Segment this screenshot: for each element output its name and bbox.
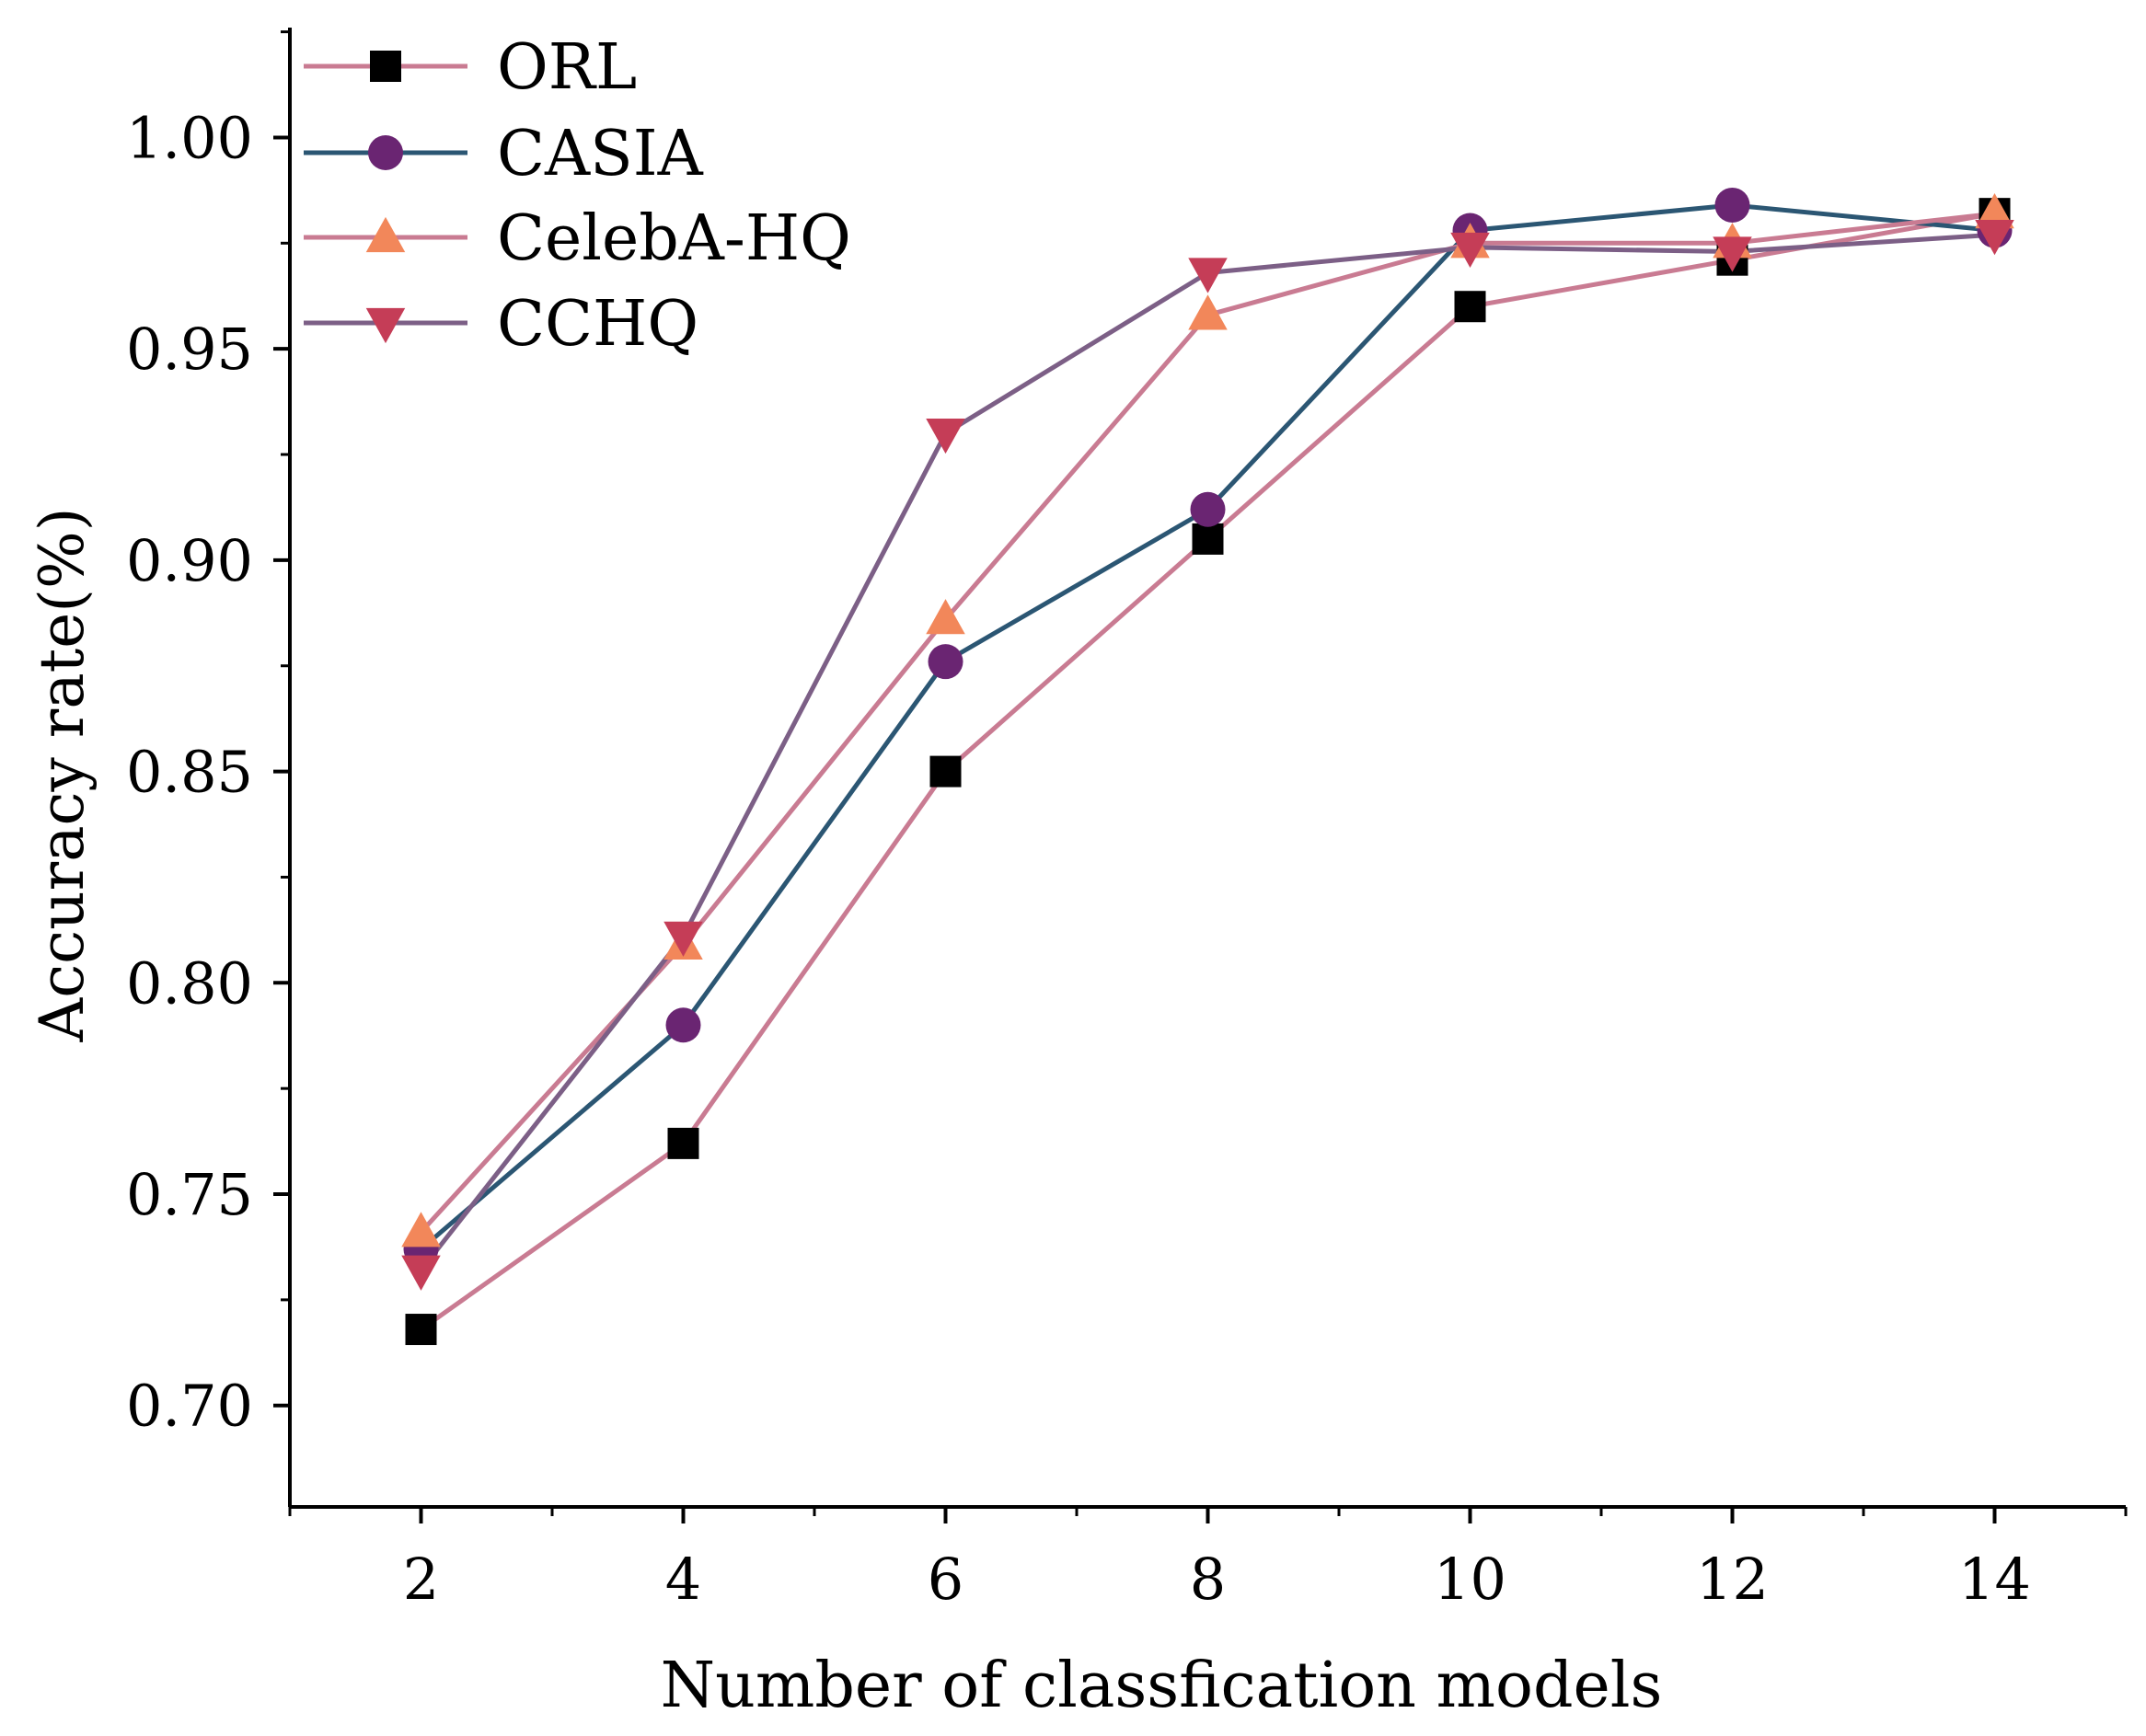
cchq-point <box>1713 236 1752 272</box>
orl-point <box>667 1127 699 1159</box>
y-tick-label: 1.00 <box>126 104 253 171</box>
legend-item-orl-marker <box>370 51 401 82</box>
cchq-point <box>401 1255 441 1291</box>
x-tick-label: 4 <box>665 1546 701 1613</box>
y-tick-label: 0.95 <box>126 316 253 383</box>
orl-point <box>1192 523 1224 555</box>
legend-item-cchq-label: CCHQ <box>497 288 698 361</box>
y-tick-label: 0.75 <box>126 1161 253 1228</box>
cchq-point <box>1975 220 2014 256</box>
orl-point <box>1454 291 1486 323</box>
legend-item-casia-label: CASIA <box>497 118 704 190</box>
celeba-hq-point <box>401 1212 441 1247</box>
cchq-point <box>1450 232 1490 269</box>
legend-item-casia-marker <box>368 135 403 170</box>
x-axis-title: Number of classfication models <box>661 1650 1663 1722</box>
cchq-point <box>926 418 965 454</box>
x-tick-label: 2 <box>403 1546 439 1613</box>
y-tick-label: 0.90 <box>126 527 253 594</box>
legend-item-cchq-marker <box>365 307 406 344</box>
casia-point <box>928 644 963 680</box>
x-tick-label: 12 <box>1696 1546 1769 1613</box>
axes-layer: 0.70 0.75 0.80 0.85 0.90 0.95 1.00 2 4 6 8 10 12 14 <box>126 28 2128 1613</box>
x-tick-label: 10 <box>1434 1546 1506 1613</box>
x-tick-label: 6 <box>928 1546 963 1613</box>
y-tick-label: 0.85 <box>126 739 253 806</box>
casia-point <box>1190 491 1226 527</box>
casia-point <box>665 1007 701 1043</box>
cchq-point <box>1188 258 1228 293</box>
orl-point <box>929 755 962 788</box>
y-tick-label: 0.80 <box>126 949 253 1017</box>
legend-item-celeba-hq-label: CelebA-HQ <box>497 202 851 275</box>
casia-point <box>1714 187 1750 223</box>
legend-item-orl-label: ORL <box>497 31 637 104</box>
x-tick-label: 14 <box>1958 1546 2031 1613</box>
orl-point <box>405 1314 437 1346</box>
y-axis-title: Accuracy rate(%) <box>27 508 98 1043</box>
series-layer <box>401 187 2014 1346</box>
x-tick-label: 8 <box>1190 1546 1226 1613</box>
celeba-hq-point <box>1188 294 1228 330</box>
celeba-hq-point <box>926 599 965 635</box>
legend: ORL CASIA CelebA-HQ CCHQ <box>304 31 851 361</box>
legend-item-celeba-hq-marker <box>365 216 406 253</box>
celeba-hq-point <box>1975 193 2014 229</box>
cchq-point <box>663 921 703 957</box>
y-tick-label: 0.70 <box>126 1373 253 1440</box>
